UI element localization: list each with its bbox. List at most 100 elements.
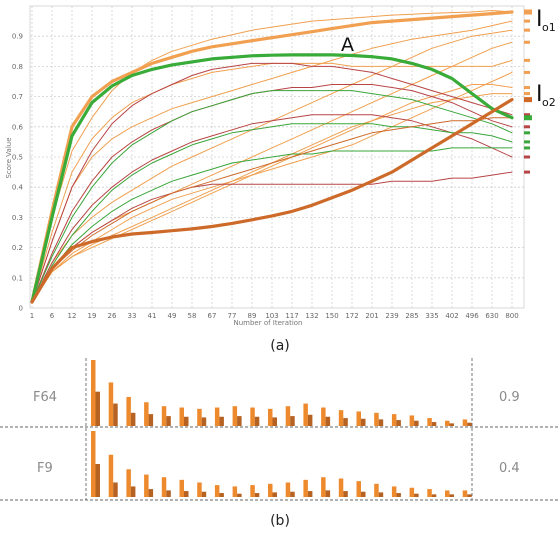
- bar: [285, 406, 291, 426]
- x-tick-labels: 1 6 12 19 26 33 41 49 58 67 77 89 103 117 132 150 172 201…: [30, 312, 519, 320]
- bar: [197, 408, 202, 426]
- bar: [374, 483, 379, 497]
- bar: [179, 479, 184, 497]
- series-line: [31, 90, 513, 303]
- x-tick-label: 335: [425, 312, 438, 320]
- x-tick-label: 6: [50, 312, 55, 320]
- y-tick-label: 0.3: [12, 214, 23, 222]
- bar: [431, 422, 437, 426]
- bar: [467, 494, 472, 497]
- series-end-markers: [524, 9, 532, 174]
- x-tick-label: 630: [485, 312, 498, 320]
- series-line: [31, 147, 513, 303]
- bar: [290, 416, 295, 426]
- bar: [268, 483, 273, 497]
- bar: [130, 486, 136, 497]
- x-tick-label: 150: [325, 312, 338, 320]
- series-line: [31, 171, 513, 303]
- line-chart-panel: 0 0.1 0.2 0.3 0.4 0.5 0.6 0.7 0.8 0.9 1 6 12 19 26 33 4…: [5, 5, 556, 354]
- x-tick-label: 58: [188, 312, 197, 320]
- bar: [391, 414, 397, 426]
- x-tick-label: 132: [305, 312, 318, 320]
- bar: [148, 489, 154, 497]
- x-tick-label: 41: [148, 312, 157, 320]
- x-tick-label: 800: [505, 312, 518, 320]
- series-line: [31, 123, 513, 303]
- series-end-marker: [524, 58, 530, 62]
- bar: [166, 416, 171, 426]
- bar: [374, 412, 379, 426]
- bar: [290, 491, 295, 497]
- bar: [396, 420, 401, 426]
- bar: [237, 416, 242, 426]
- x-tick-label: 239: [385, 312, 398, 320]
- series-end-marker: [524, 131, 530, 135]
- bar: [391, 486, 397, 497]
- bar: [179, 407, 184, 426]
- bar: [356, 411, 361, 426]
- x-tick-label: 67: [208, 312, 217, 320]
- bar: [338, 410, 344, 426]
- bar: [113, 403, 118, 426]
- bar: [361, 491, 366, 497]
- bar: [184, 416, 189, 426]
- x-tick-label: 201: [365, 312, 378, 320]
- series-end-marker: [524, 97, 532, 103]
- row-label-f9: F9: [37, 461, 53, 476]
- bar: [148, 414, 154, 426]
- bar: [95, 464, 100, 497]
- series-line: [30, 10, 514, 304]
- bar: [126, 469, 131, 497]
- bar: [219, 493, 224, 497]
- x-axis-title: Number of Iteration: [233, 319, 302, 327]
- series-end-marker: [524, 70, 530, 74]
- bar: [303, 403, 308, 426]
- series-end-marker: [524, 155, 530, 159]
- bar: [250, 407, 255, 426]
- series-line: [31, 114, 513, 303]
- bar: [161, 477, 167, 497]
- series-line: [30, 53, 514, 304]
- bar: [449, 494, 454, 497]
- x-tick-label: 496: [465, 312, 479, 320]
- y-axis-title: Score Value: [5, 137, 13, 178]
- bar: [462, 490, 468, 497]
- bar: [214, 485, 220, 497]
- bar: [303, 479, 308, 497]
- x-tick-label: 33: [128, 312, 137, 320]
- bar: [126, 396, 131, 426]
- bar: [268, 408, 273, 426]
- bar: [409, 415, 415, 426]
- bar: [201, 417, 207, 426]
- annotation-io2: I o2: [536, 82, 556, 109]
- bar: [272, 417, 277, 426]
- x-tick-label: 12: [68, 312, 77, 320]
- bar: [325, 490, 331, 497]
- y-tick-labels: 0 0.1 0.2 0.3 0.4 0.5 0.6 0.7 0.8 0.9: [12, 33, 24, 313]
- series-line: [31, 62, 513, 303]
- bar: [161, 406, 167, 426]
- x-tick-label: 117: [285, 312, 298, 320]
- series-line: [31, 117, 513, 303]
- series-end-marker: [524, 9, 532, 15]
- bar: [144, 474, 149, 497]
- annotation-io1: I o1: [536, 7, 556, 34]
- y-tick-label: 0.4: [12, 184, 24, 192]
- x-tick-label: 172: [345, 312, 358, 320]
- bar: [219, 416, 224, 426]
- bar: [445, 490, 450, 497]
- x-tick-label: 1: [30, 312, 34, 320]
- bar: [95, 391, 100, 426]
- series-end-marker: [524, 92, 530, 96]
- series-end-marker: [524, 115, 532, 121]
- annotation-a: A: [341, 34, 354, 56]
- bar: [197, 482, 202, 497]
- bar: [343, 491, 348, 497]
- bar: [445, 420, 450, 426]
- bar: [91, 431, 96, 497]
- bar: [356, 481, 361, 497]
- x-tick-label: 77: [228, 312, 237, 320]
- plot-area: [29, 5, 525, 309]
- x-tick-label: 103: [265, 312, 278, 320]
- series-line: [31, 71, 513, 303]
